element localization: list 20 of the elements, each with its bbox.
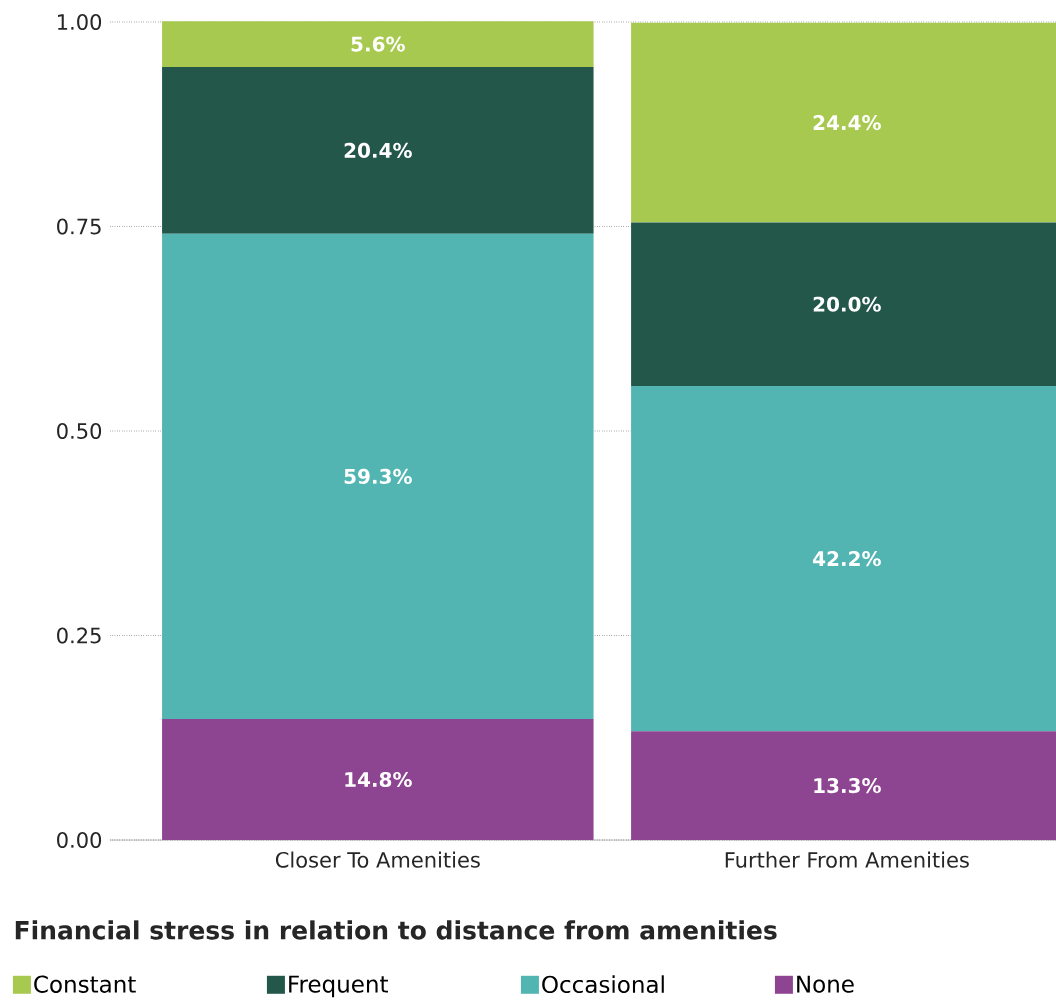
data-label: 24.4%	[813, 115, 881, 131]
data-label: 20.4%	[344, 142, 412, 158]
y-tick-label: 0.50	[57, 423, 102, 439]
x-tick-label: Closer To Amenities	[275, 851, 480, 868]
data-label: 59.3%	[344, 468, 412, 484]
legend-title: Financial stress in relation to distance from amenities	[15, 920, 777, 940]
data-label: 5.6%	[351, 36, 405, 52]
y-tick-label: 0.00	[57, 832, 102, 848]
legend-label: Frequent	[289, 975, 388, 998]
legend-label: Occasional	[542, 975, 664, 994]
y-tick-label: 1.00	[58, 14, 102, 30]
y-tick-label: 0.25	[57, 627, 101, 644]
data-label: 42.2%	[813, 551, 881, 567]
x-tick-label: Further From Amenities	[725, 851, 969, 868]
legend-label: Constant	[34, 975, 136, 993]
data-label: 20.0%	[813, 296, 881, 312]
y-tick-label: 0.75	[57, 218, 101, 235]
data-label: 14.8%	[345, 771, 412, 788]
legend-label: None	[797, 975, 854, 993]
data-label: 13.3%	[814, 778, 881, 794]
